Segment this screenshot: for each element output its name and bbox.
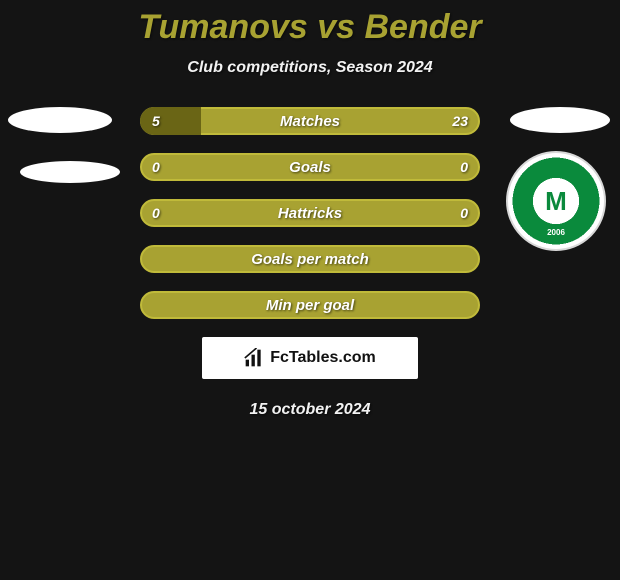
stat-bar: Goals0 0 — [140, 153, 480, 181]
page-title: Tumanovs vs Bender — [0, 0, 620, 47]
stat-bar: Goals per match — [140, 245, 480, 273]
subtitle: Club competitions, Season 2024 — [0, 59, 620, 77]
content-area: M 2006 Matches523Goals00Hattricks00Goals… — [0, 107, 620, 419]
bar-chart-icon — [244, 348, 264, 368]
stat-value-right: 0 — [460, 199, 468, 227]
stat-value-left: 5 — [152, 107, 160, 135]
date-label: 15 october 2024 — [0, 401, 620, 419]
stat-bar: Min per goal — [140, 291, 480, 319]
left-player-avatar-placeholder-1 — [8, 107, 112, 133]
brand-box[interactable]: FcTables.com — [202, 337, 418, 379]
right-club-badge: M 2006 — [506, 151, 606, 251]
club-badge-year: 2006 — [508, 228, 604, 237]
left-player-avatar-placeholder-2 — [20, 161, 120, 183]
stat-bar: Matches5 23 — [140, 107, 480, 135]
stat-bar-label: Min per goal — [140, 291, 480, 319]
stat-bar-label: Matches — [140, 107, 480, 135]
club-badge-letter: M — [533, 178, 579, 224]
stat-value-right: 0 — [460, 153, 468, 181]
stat-bar: Hattricks0 0 — [140, 199, 480, 227]
stat-bar-label: Goals — [140, 153, 480, 181]
stats-bars: Matches523Goals00Hattricks00Goals per ma… — [140, 107, 480, 319]
stat-value-left: 0 — [152, 199, 160, 227]
stat-value-right: 23 — [452, 107, 468, 135]
stat-bar-label: Hattricks — [140, 199, 480, 227]
stat-value-left: 0 — [152, 153, 160, 181]
stat-bar-label: Goals per match — [140, 245, 480, 273]
right-player-avatar-placeholder — [510, 107, 610, 133]
brand-text: FcTables.com — [270, 349, 376, 367]
